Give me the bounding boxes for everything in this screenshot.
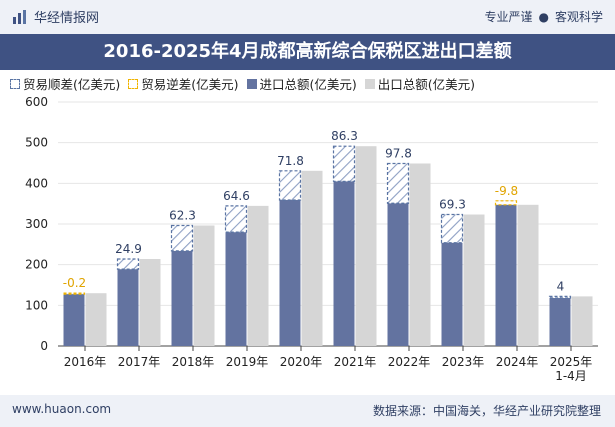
surplus-bar [224, 205, 248, 233]
y-tick-label: 200 [25, 258, 48, 272]
x-tick-label: 2021年 [334, 355, 377, 369]
surplus-bar [170, 224, 194, 252]
import-bar [117, 269, 139, 346]
footer-bar: www.huaon.com 数据来源：中国海关，华经产业研究院整理 [0, 395, 615, 427]
legend-label-import: 进口总额(亿美元) [259, 77, 357, 92]
surplus-bar [116, 258, 140, 270]
x-axis: 2016年 2017年 2018年 2019年 2020年 2021年 2022年 2023年… [64, 346, 593, 383]
chart-title: 2016-2025年4月成都高新综合保税区进出口差额 [103, 41, 512, 62]
legend-item-deficit[interactable]: 贸易逆差(亿美元) [128, 74, 239, 93]
footer-source: 数据来源：中国海关，华经产业研究院整理 [372, 404, 601, 418]
import-bar [171, 250, 193, 346]
legend-label-export: 出口总额(亿美元) [377, 77, 476, 92]
x-tick-label: 2025年 [550, 355, 593, 369]
gridlines [58, 101, 598, 347]
title-bar: 2016-2025年4月成都高新综合保税区进出口差额 [0, 34, 615, 70]
brand[interactable]: 华经情报网 [12, 7, 99, 26]
import-bar [333, 181, 355, 346]
export-bar [355, 146, 377, 346]
legend-label-deficit: 贸易逆差(亿美元) [141, 77, 239, 92]
tagline: 专业严谨 ● 客观科学 [484, 8, 603, 25]
legend-item-export[interactable]: 出口总额(亿美元) [364, 74, 476, 93]
export-bar [571, 296, 593, 346]
surplus-bar [386, 162, 410, 204]
x-tick-label: 2019年 [226, 355, 269, 369]
export-bar [193, 225, 215, 346]
y-tick-label: 600 [25, 95, 48, 109]
x-tick-label: 2022年 [388, 355, 431, 369]
data-label: 69.3 [439, 198, 466, 212]
legend-swatch-import [246, 78, 257, 89]
chart-area: 0 100 200 300 400 500 600 -0.2 24.9 62.3 64.6 71.8… [25, 95, 598, 383]
tag-separator: ● [538, 10, 549, 24]
x-tick-label: 2020年 [280, 355, 323, 369]
legend-label-surplus: 贸易顺差(亿美元) [23, 77, 121, 92]
legend-item-import[interactable]: 进口总额(亿美元) [246, 74, 357, 93]
import-bar [441, 242, 463, 346]
surplus-bar [332, 145, 356, 182]
export-bar [409, 163, 431, 346]
y-tick-label: 300 [25, 217, 48, 231]
import-bar [495, 200, 517, 346]
x-tick-label: 2016年 [64, 355, 107, 369]
export-bar [463, 214, 485, 346]
x-tick-label: 2018年 [172, 355, 215, 369]
deficit-bar [62, 292, 86, 295]
x-tick-label: 1-4月 [555, 369, 587, 383]
tag-professional: 专业严谨 [484, 10, 533, 24]
legend-item-surplus[interactable]: 贸易顺差(亿美元) [10, 74, 120, 93]
y-tick-label: 100 [25, 298, 48, 312]
x-tick-label: 2023年 [442, 355, 485, 369]
brand-logo-icon [12, 9, 28, 25]
data-labels: -0.2 24.9 62.3 64.6 71.8 86.3 97.8 69.3 -9.8 4 [63, 129, 565, 293]
legend-swatch-export [364, 78, 375, 89]
deficit-bar [494, 200, 518, 206]
data-label: -9.8 [495, 184, 518, 198]
data-label: 4 [557, 279, 565, 293]
data-label: 71.8 [277, 154, 304, 168]
export-bar [301, 170, 323, 346]
top-bar: 华经情报网 专业严谨 ● 客观科学 [0, 0, 615, 34]
x-tick-label: 2024年 [496, 355, 539, 369]
data-label: 97.8 [385, 146, 412, 160]
export-bar [247, 205, 269, 346]
data-label: 86.3 [331, 129, 358, 143]
data-label: 62.3 [169, 209, 196, 223]
legend-swatch-surplus [10, 78, 20, 89]
y-tick-label: 0 [40, 339, 48, 353]
bars [62, 145, 593, 346]
data-label: -0.2 [63, 276, 86, 290]
data-label: 64.6 [223, 189, 250, 203]
data-label: 24.9 [115, 242, 142, 256]
footer-website[interactable]: www.huaon.com [12, 402, 112, 416]
surplus-bar [278, 170, 302, 201]
tag-objective: 客观科学 [554, 10, 603, 24]
y-axis: 0 100 200 300 400 500 600 [25, 95, 48, 353]
export-bar [517, 204, 539, 346]
export-bar [139, 259, 161, 346]
import-bar [549, 298, 571, 346]
import-bar [279, 200, 301, 346]
import-bar [225, 232, 247, 346]
chart-legend: 贸易顺差(亿美元) 贸易逆差(亿美元) 进口总额(亿美元) 出口总额(亿美元) [10, 74, 483, 93]
brand-name: 华经情报网 [34, 11, 100, 26]
y-tick-label: 400 [25, 176, 48, 190]
surplus-bar [440, 213, 464, 244]
y-tick-label: 500 [25, 136, 48, 150]
surplus-bar [548, 295, 572, 299]
x-tick-label: 2017年 [118, 355, 161, 369]
legend-swatch-deficit [128, 78, 139, 89]
import-bar [387, 203, 409, 346]
import-bar [63, 293, 85, 346]
export-bar [85, 293, 107, 346]
